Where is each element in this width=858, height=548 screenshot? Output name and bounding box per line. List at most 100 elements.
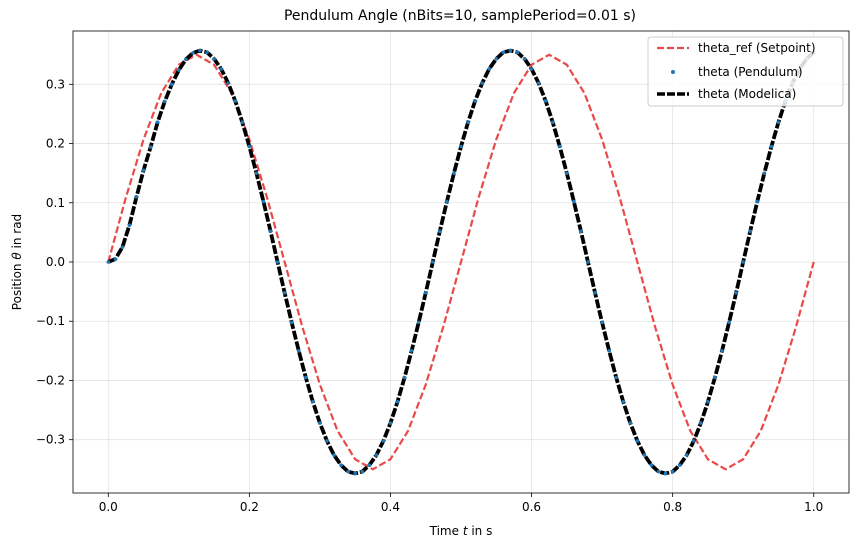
series-point-pendulum [127, 223, 132, 228]
x-tick-label: 1.0 [804, 500, 823, 514]
series-point-pendulum [706, 399, 710, 404]
series-point-pendulum [684, 453, 689, 457]
series-layer [106, 48, 816, 476]
series-point-pendulum [296, 349, 301, 353]
series-point-pendulum [318, 421, 322, 425]
series-point-pendulum [106, 260, 111, 264]
series-point-pendulum [339, 463, 343, 467]
y-tick-label: −0.1 [36, 314, 65, 328]
series-point-pendulum [748, 229, 753, 233]
series-point-pendulum [572, 199, 576, 204]
series-point-pendulum [543, 99, 548, 103]
series-point-pendulum [184, 57, 188, 62]
y-axis-label: Position θ in rad [10, 214, 24, 310]
x-tick-label: 0.6 [522, 500, 541, 514]
series-point-pendulum [536, 81, 541, 85]
series-point-pendulum [268, 229, 273, 233]
series-point-pendulum [423, 291, 428, 295]
series-point-pendulum [311, 399, 315, 404]
series-point-pendulum [692, 439, 696, 443]
y-tick-label: −0.3 [36, 433, 65, 447]
series-point-pendulum [261, 199, 266, 204]
series-point-pendulum [282, 291, 287, 295]
series-point-pendulum [155, 120, 160, 125]
x-tick-label: 0.8 [663, 500, 682, 514]
series-point-pendulum [762, 171, 767, 175]
series-point-pendulum [487, 67, 492, 71]
series-point-pendulum [769, 144, 774, 149]
series-point-pendulum [628, 421, 633, 425]
series-point-pendulum [614, 375, 618, 380]
y-tick-label: −0.2 [36, 373, 65, 387]
series-point-pendulum [226, 81, 230, 85]
series-point-pendulum [353, 471, 357, 476]
series-point-pendulum [649, 463, 654, 467]
x-axis: 0.0 0.2 0.4 0.6 0.8 1.0 [99, 493, 823, 514]
series-point-pendulum [522, 57, 527, 61]
series-point-pendulum [367, 463, 372, 467]
series-point-pendulum [459, 144, 463, 149]
series-line-setpoint [107, 53, 815, 471]
series-point-pendulum [593, 291, 597, 295]
series-point-pendulum [325, 439, 329, 443]
series-point-pendulum [177, 68, 181, 72]
series-point-pendulum [466, 120, 470, 125]
series-point-pendulum [508, 48, 513, 53]
legend-box [647, 36, 844, 107]
series-point-pendulum [656, 469, 661, 474]
series-point-pendulum [635, 439, 640, 443]
series-point-pendulum [134, 195, 139, 199]
y-tick-label: 0.0 [46, 255, 65, 269]
series-point-pendulum [734, 291, 738, 295]
series-point-pendulum [120, 245, 125, 249]
series-point-pendulum [275, 260, 280, 264]
legend-label-pendulum: theta (Pendulum) [698, 65, 803, 79]
x-tick-label: 0.4 [381, 500, 400, 514]
series-point-pendulum [621, 399, 626, 404]
series-point-pendulum [663, 471, 668, 476]
series-point-pendulum [565, 171, 569, 175]
x-tick-label: 0.0 [99, 500, 118, 514]
series-point-pendulum [395, 399, 400, 404]
series-point-pendulum [162, 99, 167, 104]
series-point-pendulum [557, 144, 562, 149]
series-point-pendulum [586, 260, 590, 264]
series-point-pendulum [416, 320, 421, 325]
series-point-pendulum [409, 349, 414, 353]
y-tick-label: 0.3 [46, 77, 65, 91]
legend-label-modelica: theta (Modelica) [698, 87, 796, 101]
series-point-pendulum [473, 99, 477, 103]
series-point-pendulum [388, 421, 393, 425]
legend-label-setpoint: theta_ref (Setpoint) [698, 41, 816, 55]
series-point-pendulum [148, 145, 153, 149]
chart-title: Pendulum Angle (nBits=10, samplePeriod=0… [284, 8, 636, 24]
series-point-pendulum [515, 50, 520, 55]
series-point-pendulum [529, 67, 534, 71]
y-axis: −0.3 −0.2 −0.1 0.0 0.1 0.2 0.3 [36, 77, 73, 447]
series-point-pendulum [720, 349, 724, 353]
series-point-pendulum [452, 171, 456, 175]
series-point-pendulum [169, 82, 174, 87]
series-point-pendulum [600, 320, 604, 325]
series-point-pendulum [332, 453, 336, 457]
series-point-pendulum [445, 199, 449, 204]
series-point-pendulum [727, 320, 731, 325]
series-point-pendulum [191, 51, 195, 55]
series-point-pendulum [699, 421, 703, 425]
series-point-pendulum [713, 375, 717, 380]
series-point-pendulum [212, 57, 216, 61]
series-point-pendulum [360, 469, 365, 474]
series-point-pendulum [494, 57, 499, 61]
series-point-pendulum [381, 439, 386, 443]
series-point-pendulum [438, 229, 442, 233]
series-point-pendulum [677, 463, 682, 467]
y-tick-label: 0.1 [46, 196, 65, 210]
y-tick-label: 0.2 [46, 137, 65, 151]
series-point-pendulum [346, 469, 350, 474]
legend-swatch-pendulum [671, 70, 675, 74]
series-point-pendulum [776, 120, 781, 125]
x-tick-label: 0.2 [240, 500, 259, 514]
series-point-pendulum [289, 320, 294, 325]
series-point-pendulum [254, 171, 259, 175]
series-point-pendulum [430, 260, 435, 264]
